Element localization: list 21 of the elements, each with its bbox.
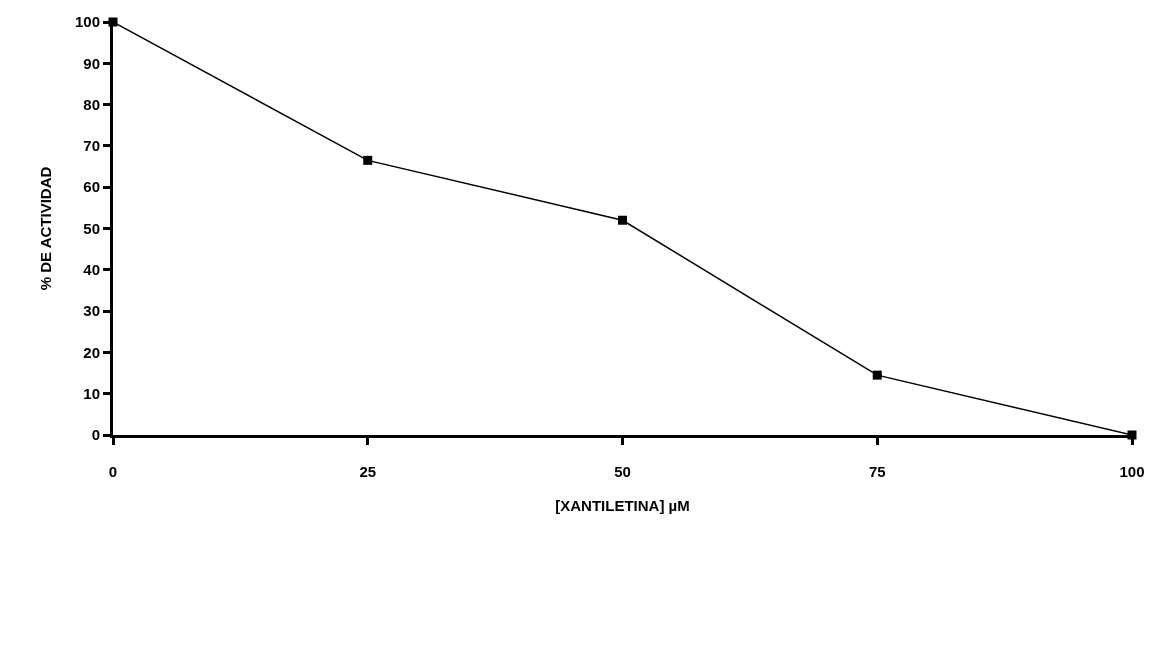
point [363,155,373,165]
y-tick-label: 80 [83,95,100,113]
x-tick-label: 50 [614,463,631,480]
x-axis-title: [XANTILETINA] µM [555,497,690,514]
y-axis-title: % DE ACTIVIDAD [37,166,55,291]
x-tick-label: 75 [868,463,886,480]
x-tick-label: 0 [108,463,118,480]
y-tick-label: 100 [74,13,100,31]
y-tick-label: 40 [83,261,100,279]
y-tick-label: 50 [83,219,100,237]
point [872,370,882,380]
y-tick-label: 30 [83,302,100,320]
y-tick-label: 70 [83,137,100,155]
point [618,215,627,225]
y-tick-label: 20 [83,343,100,361]
x-tick-label: 25 [359,463,377,480]
y-tick-label: 60 [83,178,100,196]
y-tick-label: 0 [91,426,100,444]
y-tick-label: 10 [83,384,100,402]
x-tick-label: 100 [1119,463,1145,480]
y-tick-label: 90 [83,54,100,72]
